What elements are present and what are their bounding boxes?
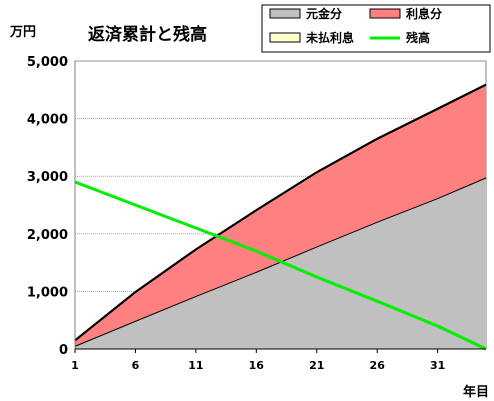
x-tick-label: 6 xyxy=(132,359,140,372)
y-tick-label: 0 xyxy=(59,343,68,358)
y-unit-label: 万円 xyxy=(9,25,36,40)
legend-label-利息分: 利息分 xyxy=(406,6,442,21)
y-tick-label: 2,000 xyxy=(27,228,68,243)
legend-label-残高: 残高 xyxy=(406,30,430,45)
y-tick-label: 4,000 xyxy=(27,113,68,128)
y-tick-label: 1,000 xyxy=(27,285,68,300)
y-tick-label: 5,000 xyxy=(27,55,68,70)
x-tick-label: 1 xyxy=(71,359,79,372)
x-tick-label: 11 xyxy=(188,359,203,372)
stacked-areas xyxy=(74,83,487,349)
x-tick-label: 26 xyxy=(370,359,386,372)
x-tick-label: 31 xyxy=(430,359,445,372)
balance-line-layer xyxy=(74,180,487,351)
legend-label-元金分: 元金分 xyxy=(306,6,342,21)
x-tick-label: 21 xyxy=(309,359,324,372)
chart-title: 返済累計と残高 xyxy=(88,24,207,45)
x-tick-label: 16 xyxy=(249,359,265,372)
area-edge-未払利息 xyxy=(74,83,487,342)
y-tick-label: 3,000 xyxy=(27,170,68,185)
x-axis-label: 年目 xyxy=(463,384,489,400)
legend-swatch-未払利息 xyxy=(269,32,301,43)
legend-label-未払利息: 未払利息 xyxy=(305,30,354,45)
legend-swatch-元金分 xyxy=(269,8,301,19)
legend-swatch-利息分 xyxy=(369,8,401,19)
area-利息分 xyxy=(75,84,486,346)
series-line-残高 xyxy=(74,180,487,351)
